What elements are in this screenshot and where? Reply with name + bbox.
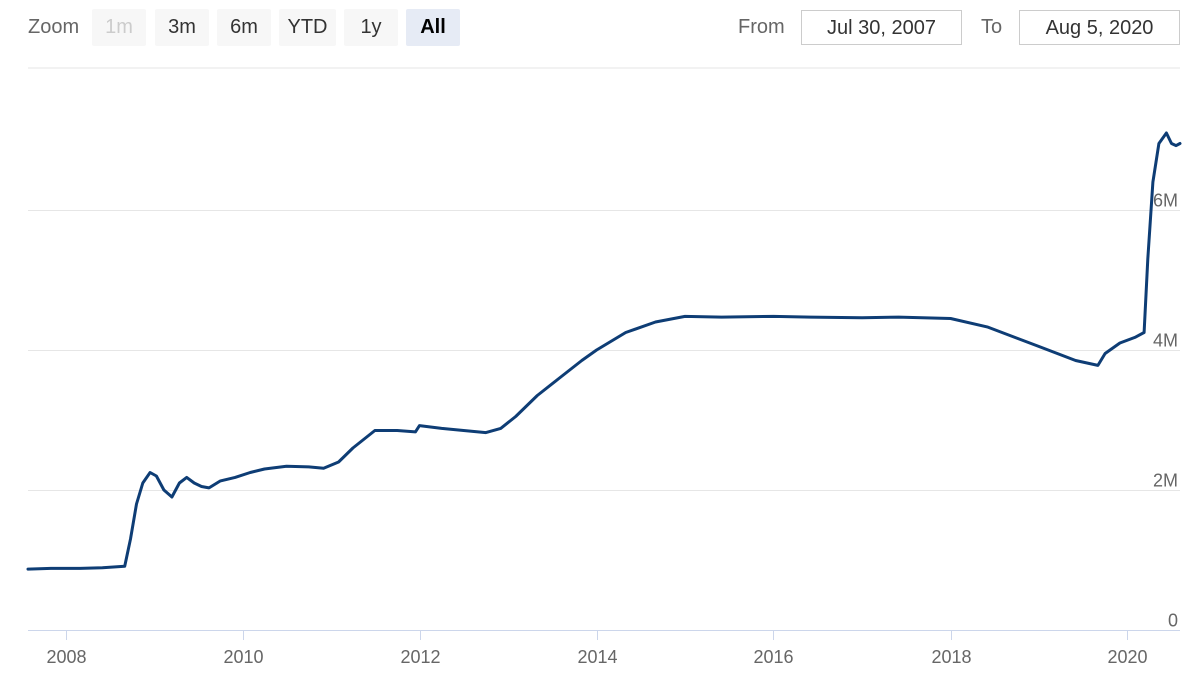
from-label: From <box>738 16 785 38</box>
zoom-button-1y[interactable]: 1y <box>344 9 398 46</box>
x-tick-label: 2018 <box>931 647 971 667</box>
grid-lines <box>28 210 1180 491</box>
range-selector-toolbar: Zoom 1m 3m 6m YTD 1y All From Jul 30, 20… <box>0 0 1199 60</box>
zoom-button-ytd[interactable]: YTD <box>279 9 336 46</box>
x-tick-label: 2012 <box>400 647 440 667</box>
x-tick-label: 2010 <box>223 647 263 667</box>
x-tick-label: 2008 <box>46 647 86 667</box>
y-axis-labels: 0 2M 4M 6M <box>1153 191 1178 631</box>
zoom-button-3m[interactable]: 3m <box>155 9 209 46</box>
from-date-input[interactable]: Jul 30, 2007 <box>801 10 962 45</box>
to-date-input[interactable]: Aug 5, 2020 <box>1019 10 1180 45</box>
x-axis-ticks <box>66 630 1128 640</box>
to-label: To <box>981 16 1003 38</box>
y-tick-label: 0 <box>1168 611 1178 631</box>
x-axis-labels: 2008 2010 2012 2014 2016 2018 2020 <box>46 647 1147 667</box>
zoom-button-6m[interactable]: 6m <box>217 9 271 46</box>
y-tick-label: 4M <box>1153 331 1178 351</box>
x-tick-label: 2014 <box>577 647 617 667</box>
zoom-button-all[interactable]: All <box>406 9 460 46</box>
zoom-button-1m: 1m <box>92 9 146 46</box>
zoom-label: Zoom <box>28 16 80 38</box>
y-tick-label: 2M <box>1153 471 1178 491</box>
y-tick-label: 6M <box>1153 191 1178 211</box>
series-line <box>26 131 1182 571</box>
x-tick-label: 2016 <box>753 647 793 667</box>
x-tick-label: 2020 <box>1107 647 1147 667</box>
